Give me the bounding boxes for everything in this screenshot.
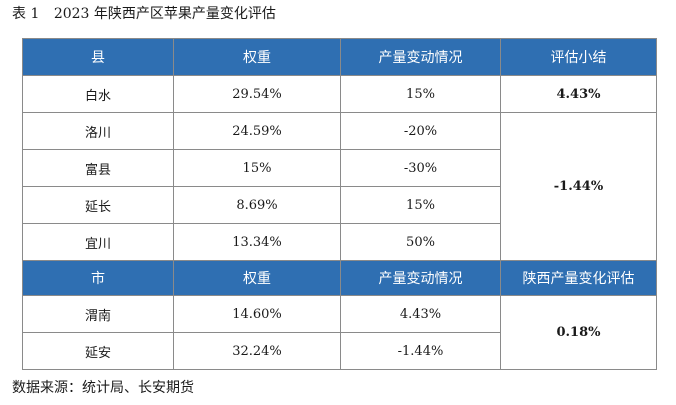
- data-source-note: 数据来源：统计局、长安期货: [12, 380, 194, 396]
- header-summary: 评估小结: [500, 38, 657, 76]
- county-weight: 13.34%: [173, 223, 341, 261]
- header-weight: 权重: [173, 38, 341, 76]
- header-city-weight: 权重: [173, 260, 341, 296]
- county-weight: 24.59%: [173, 112, 341, 150]
- table-row: 延长 8.69% 15%: [22, 186, 657, 224]
- table-row: 白水 29.54% 15% 4.43%: [22, 75, 657, 113]
- county-name: 富县: [22, 149, 174, 187]
- table-row: 富县 15% -30%: [22, 149, 657, 187]
- city-header-row: 市 权重 产量变动情况 陕西产量变化评估: [22, 260, 657, 296]
- header-shaanxi-assessment: 陕西产量变化评估: [500, 260, 657, 296]
- county-name: 宜川: [22, 223, 174, 261]
- city-weight: 32.24%: [173, 332, 341, 370]
- county-change: -20%: [340, 112, 501, 150]
- county-change: 50%: [340, 223, 501, 261]
- apple-output-table: 县 权重 产量变动情况 评估小结 白水 29.54% 15% 4.43% 洛川 …: [22, 38, 657, 370]
- header-change: 产量变动情况: [340, 38, 501, 76]
- header-city: 市: [22, 260, 174, 296]
- summary-others: -1.44%: [500, 112, 657, 261]
- table-row: 洛川 24.59% -20% -1.44%: [22, 112, 657, 261]
- table-row: 渭南 14.60% 4.43% 0.18%: [22, 295, 657, 370]
- county-name: 白水: [22, 75, 174, 113]
- caption-title: 2023 年陕西产区苹果产量变化评估: [53, 6, 276, 22]
- city-weight: 14.60%: [173, 295, 341, 333]
- county-name: 延长: [22, 186, 174, 224]
- city-change: 4.43%: [340, 295, 501, 333]
- summary-baishui: 4.43%: [500, 75, 657, 113]
- county-change: 15%: [340, 186, 501, 224]
- county-header-row: 县 权重 产量变动情况 评估小结: [22, 38, 657, 76]
- city-name: 渭南: [22, 295, 174, 333]
- caption-number: 表 1: [12, 6, 40, 22]
- table-row: 宜川 13.34% 50%: [22, 223, 657, 261]
- county-name: 洛川: [22, 112, 174, 150]
- shaanxi-summary: 0.18%: [500, 295, 657, 370]
- table-row: 延安 32.24% -1.44%: [22, 332, 657, 370]
- county-weight: 8.69%: [173, 186, 341, 224]
- city-name: 延安: [22, 332, 174, 370]
- county-change: -30%: [340, 149, 501, 187]
- county-weight: 15%: [173, 149, 341, 187]
- city-change: -1.44%: [340, 332, 501, 370]
- county-change: 15%: [340, 75, 501, 113]
- header-county: 县: [22, 38, 174, 76]
- county-weight: 29.54%: [173, 75, 341, 113]
- table-caption: 表 1 2023 年陕西产区苹果产量变化评估: [12, 4, 276, 24]
- header-city-change: 产量变动情况: [340, 260, 501, 296]
